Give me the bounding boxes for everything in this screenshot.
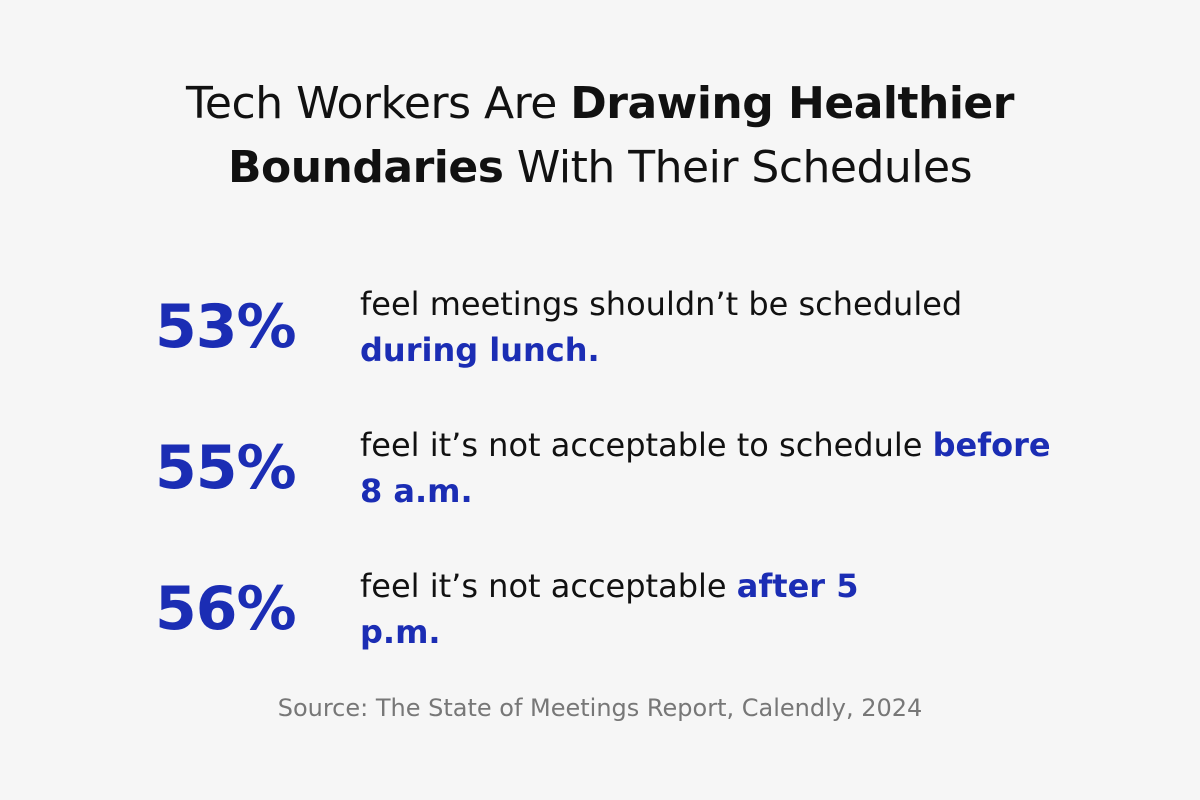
title: Tech Workers Are Drawing Healthier Bound…: [100, 72, 1100, 200]
stat-row: 55% feel it’s not acceptable to schedule …: [155, 395, 1105, 540]
stat-text: feel it’s not acceptable to schedule bef…: [360, 422, 1060, 514]
stat-text: feel meetings shouldn’t be scheduled dur…: [360, 281, 1060, 373]
stats-list: 53% feel meetings shouldn’t be scheduled …: [155, 258, 1105, 681]
stat-highlight: before 8 a.m.: [360, 425, 1051, 510]
stat-highlight: after 5 p.m.: [360, 566, 859, 651]
stat-text: feel it’s not acceptable after 5 p.m.: [360, 563, 880, 655]
stat-value: 56%: [155, 573, 297, 644]
stat-row: 53% feel meetings shouldn’t be scheduled …: [155, 254, 1105, 399]
stat-phrase: feel meetings shouldn’t be scheduled: [360, 284, 963, 323]
stat-value: 53%: [155, 291, 297, 362]
title-part: Tech Workers Are: [186, 78, 571, 129]
source: Source: The State of Meetings Report, Ca…: [277, 694, 923, 722]
stat-highlight: during lunch.: [360, 330, 600, 369]
stat-row: 56% feel it’s not acceptable after 5 p.m.: [155, 536, 1105, 681]
stat-phrase: feel it’s not acceptable: [360, 566, 737, 605]
title-part: Drawing Healthier Boundaries: [227, 78, 1015, 193]
stat-value: 55%: [155, 432, 297, 503]
title-part: With Their Schedules: [503, 142, 973, 193]
stat-phrase: feel it’s not acceptable to schedule: [360, 425, 933, 464]
